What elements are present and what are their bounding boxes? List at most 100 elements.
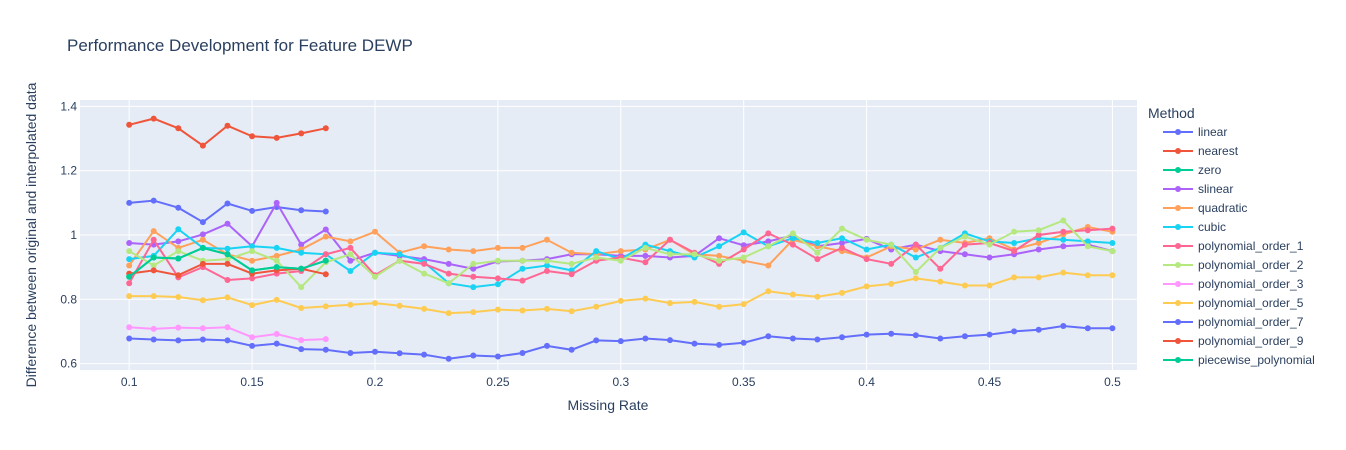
legend-label: quadratic [1198,201,1247,215]
data-point [445,310,452,317]
legend-item-quadratic[interactable]: quadratic [1163,201,1247,215]
data-point [789,230,796,237]
legend-swatch-marker [1175,281,1181,287]
legend-item-piecewise-polynomial[interactable]: piecewise_polynomial [1163,353,1315,367]
data-point [372,348,378,355]
data-point [1109,240,1116,246]
data-point [789,291,796,298]
data-point [470,309,477,316]
data-point [863,331,870,338]
series-polynomial-order-3 [126,324,329,344]
legend-swatch-marker [1175,319,1181,325]
legend-label: nearest [1198,144,1239,158]
x-tick-label: 0.3 [612,375,629,389]
data-point [961,251,968,258]
data-point [298,130,305,137]
legend-item-zero[interactable]: zero [1163,163,1222,177]
data-point [249,207,256,214]
data-point [126,121,133,128]
data-point [617,248,624,255]
data-point [150,267,157,274]
data-point [322,257,329,264]
data-point [716,303,723,310]
legend-label: piecewise_polynomial [1198,353,1315,367]
legend-item-nearest[interactable]: nearest [1163,144,1239,158]
data-point [814,336,821,343]
legend-item-slinear[interactable]: slinear [1163,182,1233,196]
data-point [150,228,157,235]
data-point [617,257,624,264]
data-point [494,257,501,264]
data-point [298,346,305,353]
legend-item-polynomial-order-7[interactable]: polynomial_order_7 [1163,315,1304,329]
data-point [716,235,723,242]
legend-label: linear [1198,125,1227,139]
data-point [175,248,182,255]
data-point [912,269,919,275]
data-point [1035,326,1042,333]
data-point [519,257,526,264]
data-point [150,236,157,243]
data-point [593,303,600,310]
data-point [396,251,403,258]
data-point [249,342,256,349]
legend-item-linear[interactable]: linear [1163,125,1227,139]
data-point [986,241,993,248]
data-point [372,228,378,235]
data-point [568,260,575,267]
data-point [642,295,649,302]
data-point [912,332,919,339]
data-point [519,277,526,284]
data-point [937,236,944,243]
data-point [445,260,452,267]
data-point [224,324,231,331]
data-point [593,248,600,255]
data-point [199,260,206,267]
series-polynomial-order-7 [126,323,1116,362]
data-point [199,142,206,149]
data-point [667,337,673,344]
legend-item-cubic[interactable]: cubic [1163,220,1226,234]
data-point [667,300,673,307]
legend-item-polynomial-order-5[interactable]: polynomial_order_5 [1163,296,1304,310]
legend-swatch-marker [1175,205,1181,211]
data-point [740,339,747,346]
data-point [765,243,772,250]
data-point [863,283,870,290]
data-point [863,246,870,253]
data-point [347,251,354,258]
data-point [814,249,821,256]
data-point [839,244,845,251]
data-point [396,350,403,357]
data-point [126,199,133,206]
legend-label: cubic [1198,220,1226,234]
x-tick-label: 0.2 [367,375,384,389]
data-point [986,254,993,261]
data-point [544,268,550,274]
data-point [716,252,723,259]
data-point [126,256,133,263]
data-point [765,333,772,340]
data-point [789,335,796,342]
data-point [642,335,649,342]
legend-item-polynomial-order-3[interactable]: polynomial_order_3 [1163,277,1304,291]
data-point [126,273,133,280]
x-tick-label: 0.5 [1104,375,1121,389]
legend-item-polynomial-order-9[interactable]: polynomial_order_9 [1163,334,1304,348]
data-point [224,245,231,252]
data-point [888,330,895,337]
series-piecewise-polynomial [126,244,329,280]
data-point [199,297,206,304]
data-point [396,302,403,309]
data-point [1011,328,1018,335]
data-point [1035,240,1042,246]
data-point [421,243,428,250]
data-point [912,275,919,282]
data-point [322,226,329,233]
data-point [1060,323,1067,329]
legend-item-polynomial-order-1[interactable]: polynomial_order_1 [1163,239,1304,253]
y-tick-labels: 0.6 0.8 1 1.2 1.4 [60,99,77,370]
data-point [1035,274,1042,281]
legend-item-polynomial-order-2[interactable]: polynomial_order_2 [1163,258,1304,272]
data-point [839,240,845,246]
